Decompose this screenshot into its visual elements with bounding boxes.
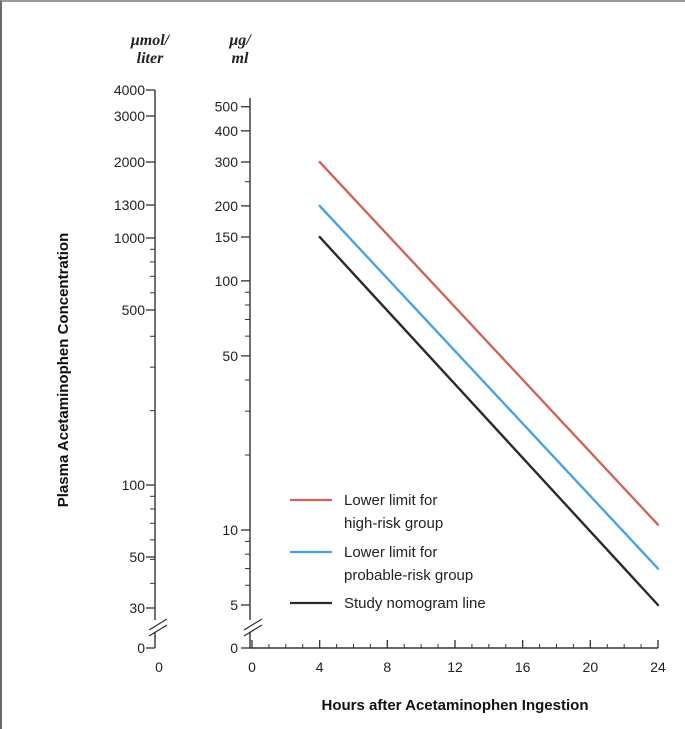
series-line-0 [318, 160, 660, 526]
right-axis-tick-label: 400 [215, 123, 239, 139]
left-axis-tick-label: 50 [129, 549, 145, 565]
legend-label-high-risk-line1: Lower limit for [344, 492, 437, 509]
left-x-zero-label: 0 [155, 659, 163, 675]
x-axis-tick-label: 4 [316, 659, 324, 675]
x-axis-tick-label: 16 [515, 659, 531, 675]
x-axis-tick-label: 0 [248, 659, 256, 675]
x-axis-tick-label: 8 [383, 659, 391, 675]
right-unit-label-line2: ml [232, 50, 249, 67]
left-axis-break-mark [148, 624, 168, 637]
series-lines [318, 160, 660, 607]
left-axis-tick-label: 2000 [114, 154, 145, 170]
left-axis-tick-label: 100 [122, 477, 146, 493]
left-axis-tick-label: 4000 [114, 82, 145, 98]
right-axis-zero-label: 0 [230, 640, 238, 656]
right-axis-break-mark [243, 624, 263, 637]
right-unit-label-line1: μg/ [228, 32, 252, 49]
left-axis-tick-label: 1300 [114, 197, 145, 213]
right-axis-tick-label: 50 [222, 348, 238, 364]
left-unit-label-line1: μmol/ [130, 32, 171, 49]
right-axis-tick-label: 10 [222, 522, 238, 538]
x-axis: 0 4 8 12 16 20 24 [248, 640, 666, 675]
left-axis-tick-label: 1000 [114, 230, 145, 246]
left-axis-break-mark [148, 618, 168, 631]
left-axis-tick-label: 3000 [114, 108, 145, 124]
series-line-2 [318, 235, 660, 607]
legend-label-probable-risk-line2: probable-risk group [344, 567, 473, 584]
x-axis-tick-label: 24 [650, 659, 666, 675]
legend-label-probable-risk-line1: Lower limit for [344, 544, 437, 561]
right-axis-tick-label: 500 [215, 99, 239, 115]
x-axis-tick-label: 12 [447, 659, 463, 675]
left-axis-zero-label: 0 [137, 640, 145, 656]
right-axis-tick-label: 200 [215, 198, 239, 214]
legend: Lower limit for high-risk group Lower li… [290, 492, 486, 612]
left-unit-label-line2: liter [137, 50, 164, 67]
x-axis-tick-label: 20 [583, 659, 599, 675]
right-axis-tick-label: 100 [215, 273, 239, 289]
right-axis-tick-label: 5 [230, 597, 238, 613]
series-line-1 [318, 204, 660, 570]
right-axis-break-mark [243, 618, 263, 631]
legend-label-high-risk-line2: high-risk group [344, 515, 443, 532]
y-axis-title: Plasma Acetaminophen Concentration [55, 233, 72, 508]
left-axis-tick-label: 500 [122, 302, 146, 318]
x-axis-title: Hours after Acetaminophen Ingestion [322, 697, 589, 714]
left-axis-tick-label: 30 [129, 600, 145, 616]
right-axis-tick-label: 150 [215, 229, 239, 245]
right-axis-tick-label: 300 [215, 154, 239, 170]
legend-label-nomogram: Study nomogram line [344, 595, 486, 612]
